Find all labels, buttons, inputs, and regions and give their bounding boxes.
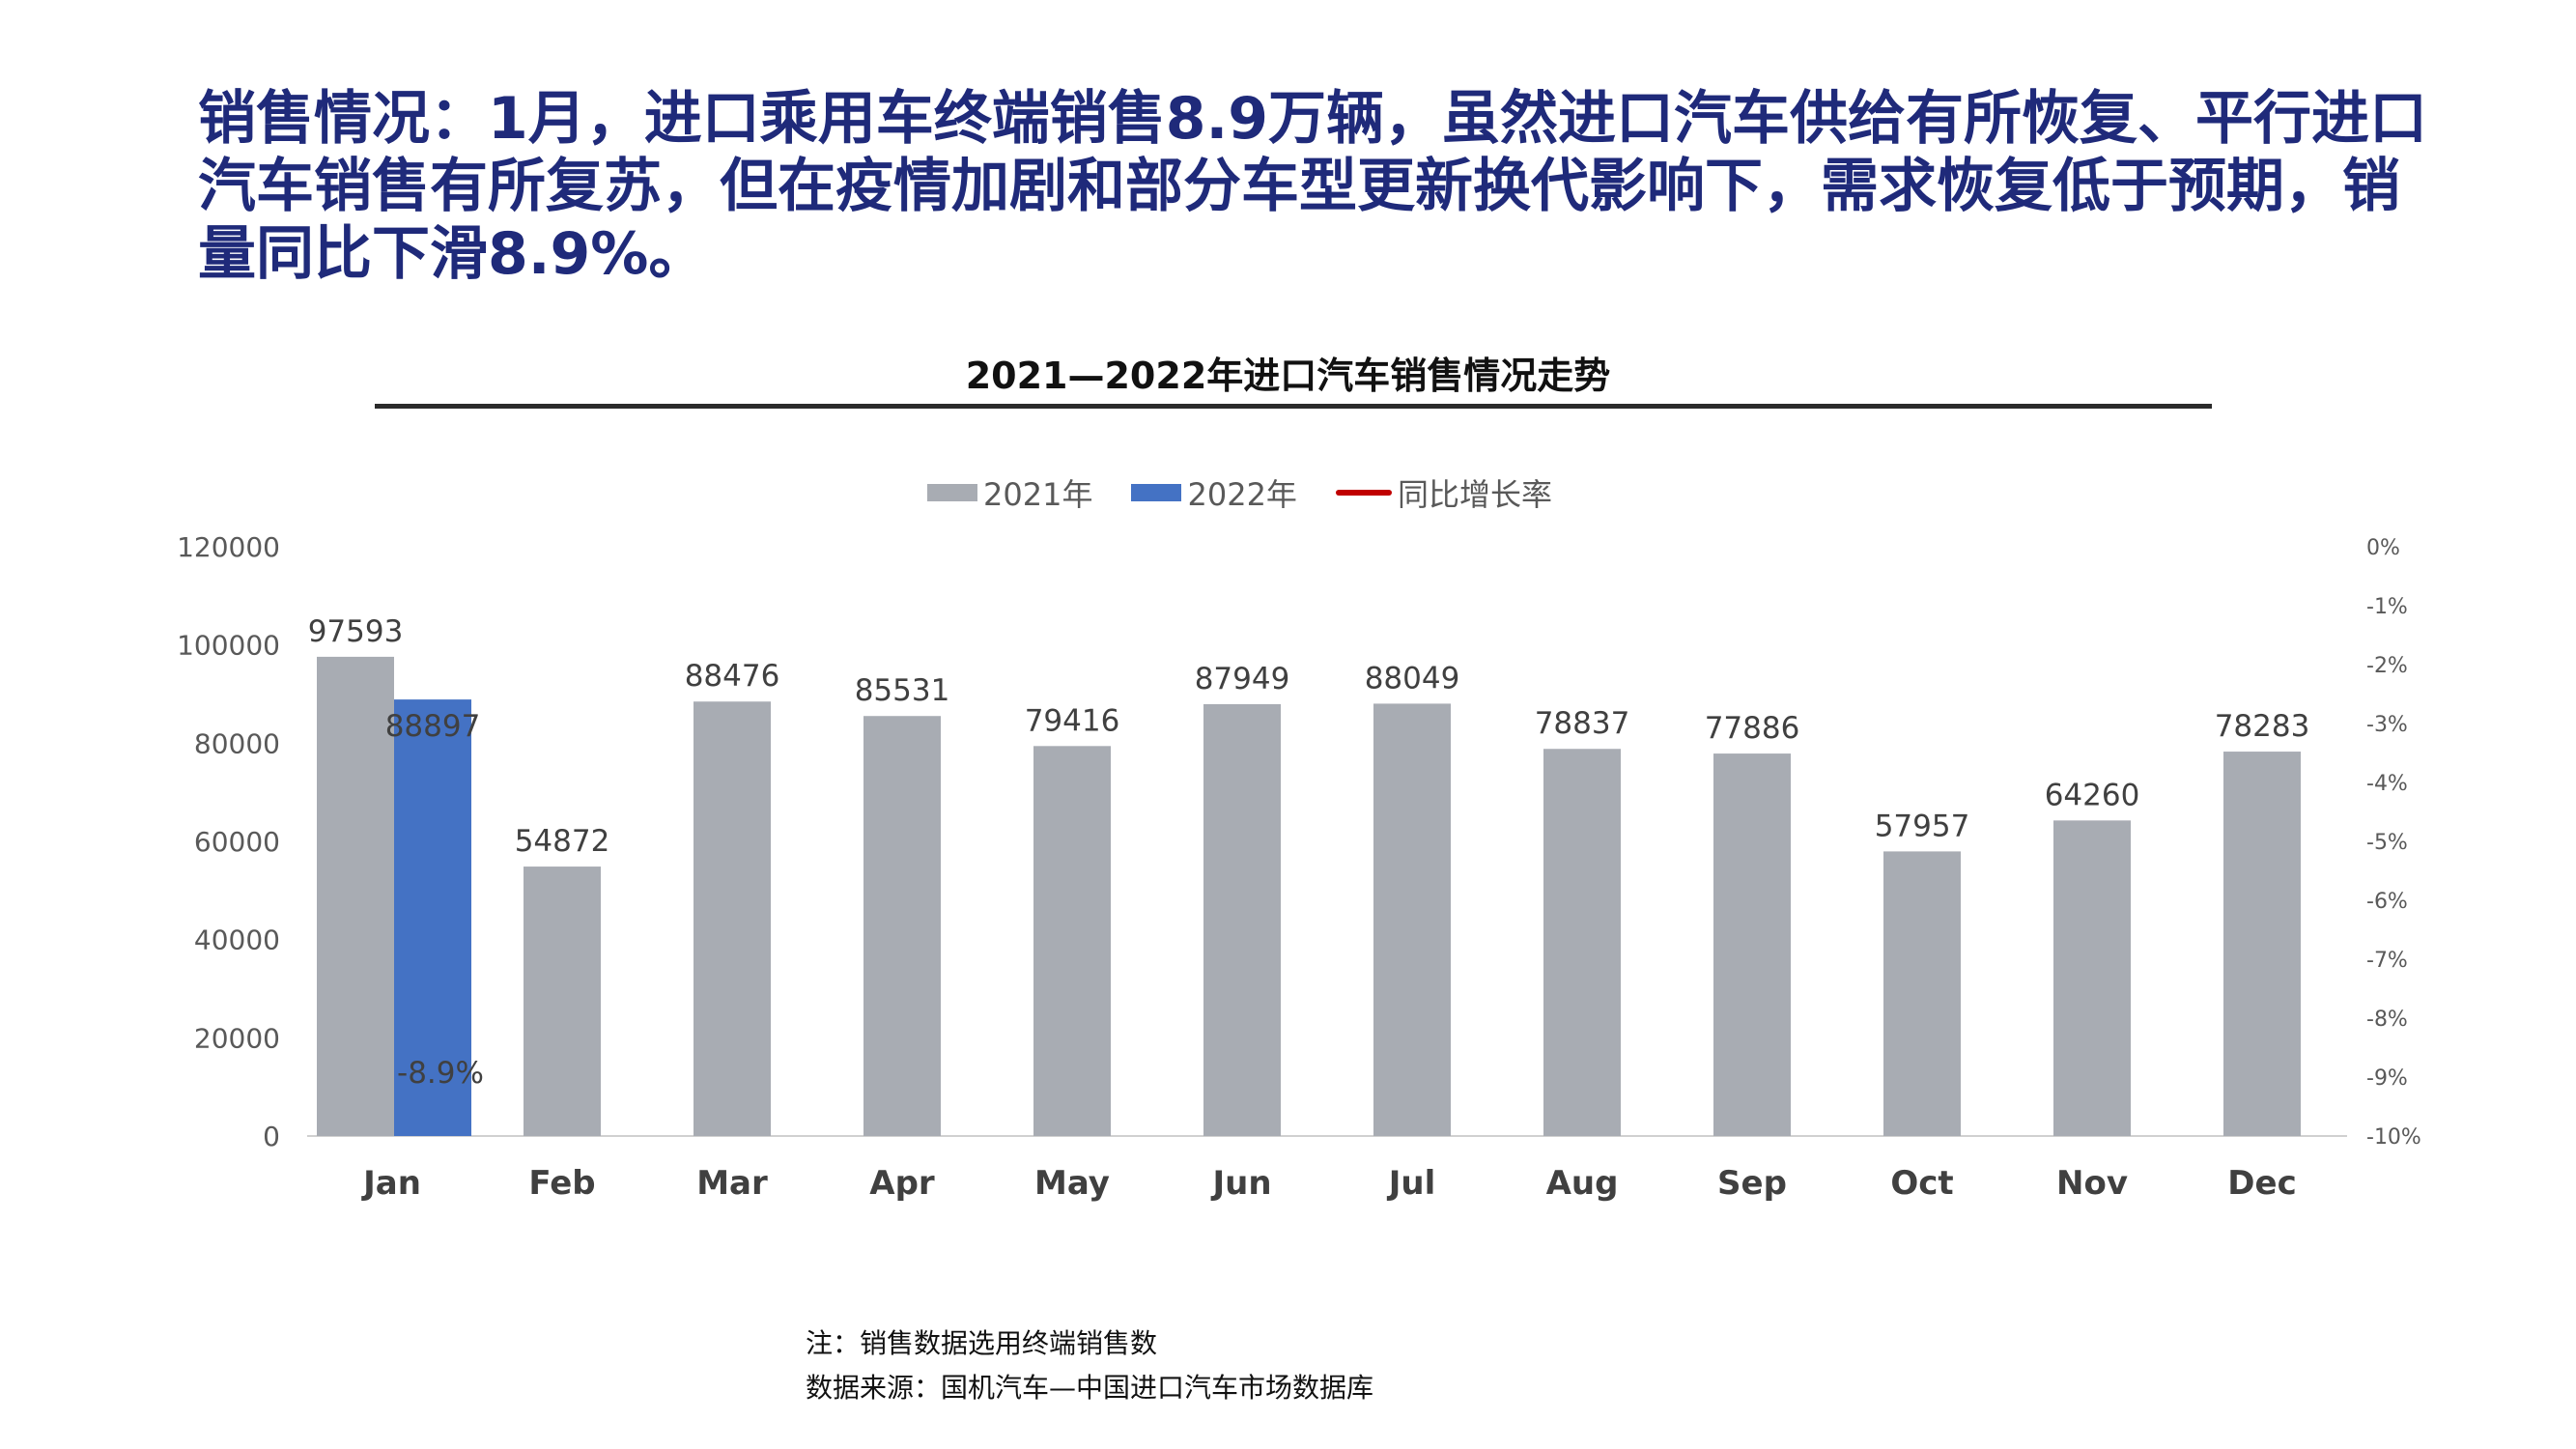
x-tick-aug: Aug	[1546, 1164, 1619, 1203]
data-label-2021-mar: 88476	[685, 659, 780, 694]
y-tick-label: 20000	[194, 1022, 280, 1054]
y2-tick-label: -5%	[2366, 831, 2408, 855]
legend-swatch-growth	[1335, 490, 1392, 496]
y2-tick-label: -7%	[2366, 949, 2408, 973]
legend-swatch-2022	[1131, 484, 1182, 501]
bar-2021-nov	[2053, 820, 2131, 1136]
source-text: 数据来源：国机汽车—中国进口汽车市场数据库	[806, 1372, 1374, 1404]
y2-tick-label: -1%	[2366, 595, 2408, 619]
bar-2021-feb	[524, 867, 601, 1136]
chart-title: 2021—2022年进口汽车销售情况走势	[965, 355, 1611, 397]
bar-2021-apr	[863, 716, 941, 1136]
y-tick-label: 100000	[177, 630, 280, 662]
chart-legend: 2021年 2022年 同比增长率	[0, 470, 2528, 515]
legend-item-2022: 2022年	[1131, 470, 1297, 515]
y2-tick-label: -6%	[2366, 890, 2408, 914]
y2-tick-label: 0%	[2366, 536, 2400, 560]
x-tick-sep: Sep	[1717, 1164, 1787, 1203]
bar-2021-jul	[1373, 703, 1451, 1136]
bar-2021-sep	[1713, 753, 1791, 1136]
x-tick-nov: Nov	[2056, 1164, 2128, 1203]
x-tick-jun: Jun	[1210, 1164, 1271, 1203]
y-tick-label: 120000	[177, 531, 280, 563]
x-tick-apr: Apr	[869, 1164, 935, 1203]
x-tick-may: May	[1034, 1164, 1110, 1203]
y2-tick-label: -3%	[2366, 713, 2408, 737]
y-tick-label: 60000	[194, 826, 280, 858]
data-label-2021-may: 79416	[1025, 703, 1120, 738]
bar-2021-may	[1033, 746, 1111, 1136]
bar-2021-jan	[317, 656, 394, 1136]
y2-tick-label: -2%	[2366, 654, 2408, 678]
data-label-2021-aug: 78837	[1535, 706, 1630, 741]
y2-tick-label: -9%	[2366, 1066, 2408, 1091]
y2-tick-label: -8%	[2366, 1008, 2408, 1032]
y2-tick-label: -10%	[2366, 1125, 2421, 1150]
legend-label-growth: 同比增长率	[1397, 476, 1552, 513]
x-tick-jan: Jan	[361, 1164, 421, 1203]
legend-swatch-2021	[927, 484, 978, 501]
data-label-2021-feb: 54872	[515, 824, 610, 859]
x-tick-oct: Oct	[1890, 1164, 1953, 1203]
x-tick-jul: Jul	[1387, 1164, 1436, 1203]
sales-chart: 0 20000 40000 60000 80000 100000 120000 -10% -9%…	[177, 531, 2421, 1203]
x-tick-dec: Dec	[2227, 1164, 2296, 1203]
data-label-2021-jul: 88049	[1365, 661, 1460, 696]
legend-item-2021: 2021年	[927, 470, 1092, 515]
data-label-2021-nov: 64260	[2045, 778, 2140, 812]
legend-label-2022: 2022年	[1187, 476, 1297, 513]
y-tick-label: 80000	[194, 727, 280, 759]
y-tick-label: 0	[263, 1121, 280, 1152]
data-label-2021-jan: 97593	[308, 614, 404, 649]
bar-2021-oct	[1883, 851, 1961, 1136]
bar-2022-jan	[394, 699, 471, 1136]
bar-2021-mar	[694, 701, 771, 1136]
bar-2021-aug	[1543, 749, 1621, 1136]
legend-item-growth: 同比增长率	[1335, 470, 1552, 515]
data-label-2022-jan: 88897	[385, 709, 481, 744]
y2-tick-label: -4%	[2366, 772, 2408, 796]
data-label-2021-sep: 77886	[1705, 711, 1800, 746]
y-tick-label: 40000	[194, 924, 280, 956]
x-tick-feb: Feb	[528, 1164, 595, 1203]
data-label-2021-apr: 85531	[855, 673, 950, 708]
title-rule	[375, 404, 2212, 409]
data-label-2021-jun: 87949	[1195, 662, 1290, 696]
data-label-2021-dec: 78283	[2215, 709, 2310, 744]
headline: 销售情况：1月，进口乘用车终端销售8.9万辆，虽然进口汽车供给有所恢复、平行进口…	[198, 85, 2428, 288]
notes: 注：销售数据选用终端销售数 数据来源：国机汽车—中国进口汽车市场数据库	[806, 1321, 1373, 1410]
bar-2021-jun	[1203, 703, 1281, 1136]
x-tick-mar: Mar	[696, 1164, 768, 1203]
legend-label-2021: 2021年	[983, 476, 1093, 513]
data-label-2021-oct: 57957	[1875, 809, 1970, 843]
note-text: 注：销售数据选用终端销售数	[806, 1327, 1158, 1359]
bar-2021-dec	[2223, 752, 2301, 1136]
growth-label-jan: -8.9%	[397, 1056, 484, 1091]
